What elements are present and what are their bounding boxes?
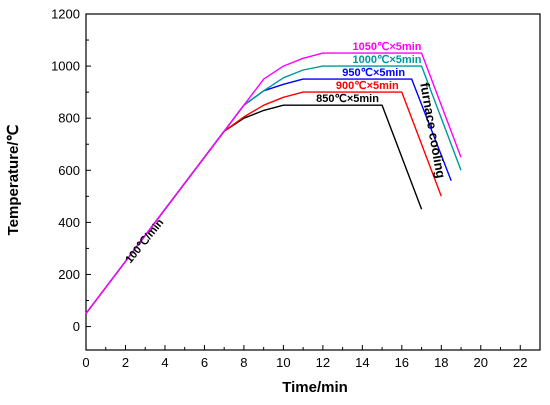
y-axis: 0 200 400 600 800 1000 1200 (51, 7, 91, 334)
series-label-0: 850℃×5min (316, 93, 379, 105)
y-tick-label: 1000 (51, 59, 80, 74)
x-tick-label: 18 (434, 355, 448, 370)
y-axis-title: Temperature/℃ (5, 124, 22, 235)
annotation-1: furnace cooling (417, 81, 449, 179)
x-tick-label: 16 (395, 355, 409, 370)
y-tick-label: 800 (58, 111, 80, 126)
series-label-3: 1000℃×5min (353, 54, 422, 66)
x-tick-label: 0 (82, 355, 89, 370)
series-labels: 850℃×5min900℃×5min950℃×5min1000℃×5min105… (316, 41, 422, 105)
series-line-1 (85, 91, 442, 314)
annotations: 100℃/min furnace cooling (123, 81, 448, 265)
series-line-2 (85, 78, 452, 314)
annotation-0: 100℃/min (123, 217, 166, 266)
x-tick-label: 6 (201, 355, 208, 370)
x-tick-label: 4 (161, 355, 168, 370)
plot-frame (85, 13, 541, 351)
series-label-4: 1050℃×5min (353, 41, 422, 53)
series-line-0 (85, 104, 423, 314)
x-tick-label: 2 (122, 355, 129, 370)
x-tick-label: 8 (240, 355, 247, 370)
series-line-3 (85, 65, 462, 314)
y-tick-label: 400 (58, 215, 80, 230)
x-tick-label: 14 (355, 355, 369, 370)
y-tick-label: 200 (58, 267, 80, 282)
plot-area (85, 13, 541, 351)
x-tick-label: 20 (474, 355, 488, 370)
x-tick-label: 10 (276, 355, 290, 370)
x-axis-title: Time/min (282, 379, 348, 396)
series-line-4 (85, 52, 462, 314)
series-layer (85, 52, 462, 314)
series-label-1: 900℃×5min (336, 80, 399, 92)
series-label-2: 950℃×5min (342, 67, 405, 79)
y-tick-label: 1200 (51, 7, 80, 22)
x-tick-label: 12 (316, 355, 330, 370)
x-tick-label: 22 (513, 355, 527, 370)
y-tick-label: 600 (58, 163, 80, 178)
y-tick-label: 0 (73, 319, 80, 334)
x-axis: 0 2 4 6 8 10 12 14 16 18 20 22 (82, 345, 541, 370)
